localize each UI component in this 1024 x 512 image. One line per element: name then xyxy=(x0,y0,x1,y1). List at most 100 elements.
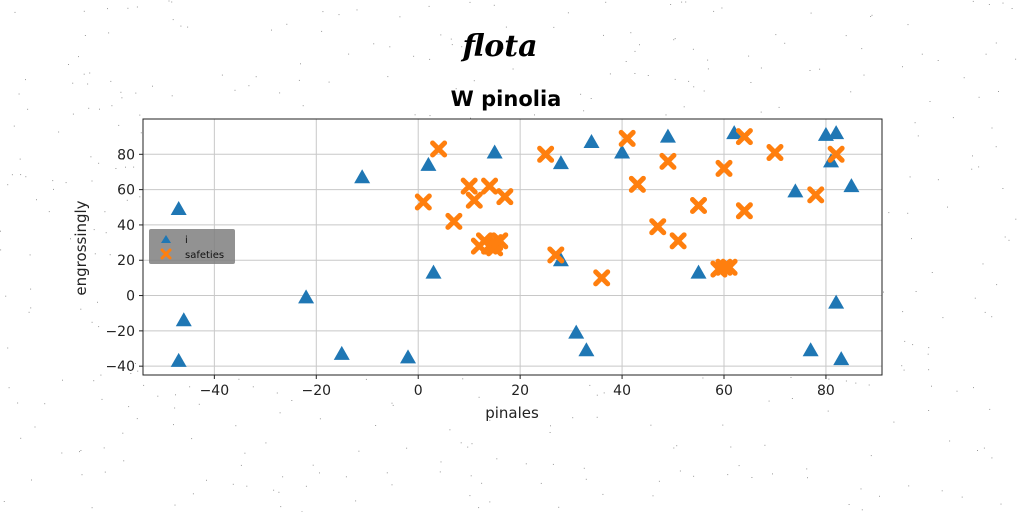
speckle-dot xyxy=(850,91,852,93)
x-axis-label: pinales xyxy=(485,404,539,422)
speckle-dot xyxy=(11,174,13,176)
x-tick-label: 40 xyxy=(613,383,631,399)
speckle-dot xyxy=(634,50,636,52)
speckle-dot xyxy=(391,402,393,404)
speckle-dot xyxy=(8,387,10,389)
point-i-triangle xyxy=(787,183,804,198)
speckle-dot xyxy=(139,114,141,116)
legend-box xyxy=(149,229,235,264)
speckle-dot xyxy=(549,432,551,433)
speckle-dot xyxy=(135,363,136,364)
speckle-dot xyxy=(174,504,176,506)
speckle-dot xyxy=(693,475,695,477)
speckle-dot xyxy=(44,403,46,405)
speckle-dot xyxy=(470,475,472,477)
plot-background xyxy=(143,119,882,375)
speckle-dot xyxy=(688,80,690,82)
y-tick-label: 60 xyxy=(117,183,135,199)
speckle-dot xyxy=(512,68,514,70)
speckle-dot xyxy=(80,450,82,451)
speckle-dot xyxy=(65,182,67,184)
speckle-dot xyxy=(89,72,91,74)
speckle-dot xyxy=(452,90,454,92)
speckle-dot xyxy=(529,95,531,97)
speckle-dot xyxy=(996,284,998,286)
point-safeties-x xyxy=(496,188,514,206)
speckle-dot xyxy=(0,230,1,232)
speckle-dot xyxy=(952,117,954,119)
speckle-dot xyxy=(807,477,808,479)
speckle-dot xyxy=(70,238,71,240)
speckle-dot xyxy=(365,378,367,380)
point-i-triangle xyxy=(726,125,743,140)
speckle-dot xyxy=(273,489,275,491)
point-safeties-x xyxy=(735,202,753,220)
point-safeties-x xyxy=(766,144,784,162)
speckle-dot xyxy=(108,32,110,34)
speckle-dot xyxy=(681,1,683,3)
x-tick-label: −20 xyxy=(302,383,332,399)
speckle-dot xyxy=(429,58,431,60)
point-safeties-x xyxy=(618,129,636,147)
speckle-dot xyxy=(928,410,930,411)
speckle-dot xyxy=(91,321,93,323)
speckle-dot xyxy=(157,395,159,397)
point-i-triangle xyxy=(425,264,442,279)
speckle-dot xyxy=(286,23,288,25)
point-i-triangle xyxy=(828,294,845,309)
speckle-dot xyxy=(72,82,74,84)
speckle-dot xyxy=(450,38,452,40)
speckle-dot xyxy=(103,447,105,449)
speckle-dot xyxy=(972,155,973,157)
speckle-dot xyxy=(1000,503,1002,505)
speckle-dot xyxy=(18,93,20,95)
speckle-dot xyxy=(730,446,732,448)
speckle-dot xyxy=(175,394,176,396)
speckle-dot xyxy=(902,66,903,68)
speckle-dot xyxy=(855,382,857,384)
speckle-dot xyxy=(356,9,358,11)
speckle-dot xyxy=(819,68,821,70)
legend-label-i: i xyxy=(185,235,188,246)
speckle-dot xyxy=(391,484,393,486)
speckle-dot xyxy=(99,108,100,110)
speckle-dot xyxy=(861,48,863,50)
speckle-dot xyxy=(828,378,830,380)
speckle-dot xyxy=(676,445,678,447)
speckle-dot xyxy=(127,7,129,9)
speckle-dot xyxy=(80,308,82,310)
point-i-triangle xyxy=(843,178,860,193)
speckle-dot xyxy=(171,95,173,97)
speckle-dot xyxy=(440,34,442,36)
speckle-dot xyxy=(602,493,604,495)
speckle-dot xyxy=(312,464,314,466)
speckle-dot xyxy=(87,83,89,85)
speckle-dot xyxy=(985,53,987,55)
point-safeties-x xyxy=(690,197,708,215)
speckle-dot xyxy=(1008,239,1010,241)
speckle-dot xyxy=(93,229,95,231)
speckle-dot xyxy=(901,365,903,367)
speckle-dot xyxy=(991,127,993,129)
point-i-triangle xyxy=(802,342,819,357)
speckle-dot xyxy=(387,76,389,78)
speckle-dot xyxy=(168,0,170,2)
point-safeties-x xyxy=(537,145,555,163)
speckle-dot xyxy=(670,4,672,5)
speckle-dot xyxy=(716,391,718,393)
speckle-dot xyxy=(83,73,85,75)
speckle-dot xyxy=(399,16,401,18)
speckle-dot xyxy=(658,480,660,482)
speckle-dot xyxy=(908,485,910,487)
point-safeties-x xyxy=(659,152,677,170)
speckle-dot xyxy=(674,78,676,80)
speckle-dot xyxy=(68,64,69,65)
speckle-dot xyxy=(355,500,357,502)
speckle-dot xyxy=(187,26,189,28)
speckle-dot xyxy=(478,507,480,509)
speckle-dot xyxy=(845,35,847,37)
speckle-dot xyxy=(298,79,300,81)
point-i-triangle xyxy=(175,312,192,327)
speckle-dot xyxy=(238,378,240,380)
